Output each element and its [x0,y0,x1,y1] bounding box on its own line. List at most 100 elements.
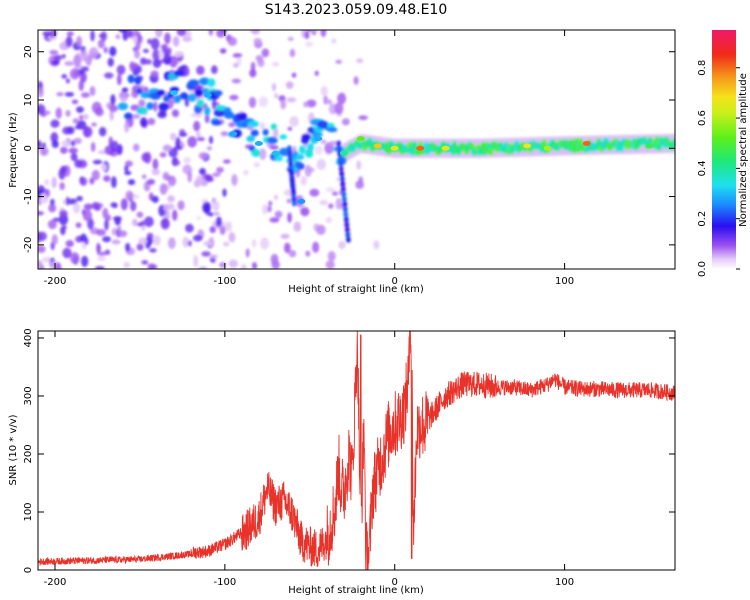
spectrogram-cell [312,241,320,253]
spectrogram-cell [193,120,201,132]
spectrogram-cell [188,93,197,102]
spectrogram-peak [271,150,280,156]
spectrogram-cell [80,50,88,62]
spectrogram-cell [311,132,324,138]
spectrogram-cell [151,195,159,203]
spectrogram-cell [89,46,99,59]
snr-x-tick-label: 0 [392,577,398,588]
spectrogram-cell [115,34,121,40]
spectrogram-cell [231,174,238,186]
spectrogram-cell [285,81,294,89]
spectrogram-cell [171,109,180,118]
spectrogram-cell [271,62,280,67]
spectrogram-cell [325,216,333,224]
spectrogram-cell [147,38,153,45]
snr-y-tick-label: 0 [23,567,34,573]
spectrogram-cell [159,183,168,195]
snr-y-tick-label: 200 [23,444,34,463]
spectrogram-cell [141,152,150,162]
spectrogram-cell [304,30,310,40]
spectrogram-cell [96,242,101,254]
spectrogram-cell [243,169,249,176]
spectrogram-cell [187,240,192,247]
spectrogram-cell [345,231,351,238]
spectrogram-cell [255,54,264,62]
spectrogram-cell [134,76,142,85]
spectrogram-cell [68,198,78,205]
spectrogram-cell [76,106,84,114]
figure-title: S143.2023.059.09.48.E10 [265,2,448,18]
spectrogram-cell [84,125,89,138]
spectrogram-cell [147,263,156,269]
spectrogram-cell [38,211,45,216]
spectrogram-peak [416,145,425,151]
spectrogram-cell [338,165,344,172]
spectrogram-cell [196,136,205,142]
snr-x-tick-label: 100 [555,577,574,588]
spectrogram-cell [72,202,81,214]
spectrogram-cell [319,199,329,206]
snr-y-tick-label: 400 [23,328,34,347]
spectrogram-cell [335,59,343,64]
spectrogram-cell [42,30,52,37]
spectrogram-cell [49,30,58,38]
spectrogram-cell [147,117,156,126]
spectrogram-cell [320,139,327,144]
spectrogram-cell [657,143,663,152]
spectrogram-cell [307,30,313,33]
colorbar-tick-label: 0.6 [697,110,708,126]
spectrogram-peak [339,150,348,156]
spectrogram-peak [356,136,365,142]
spectrogram-cell [138,237,148,245]
spectrogram-cell [136,88,143,94]
spectrogram-cell [214,105,227,111]
spectrogram-cell [342,201,348,208]
spectrogram-cell [203,106,211,116]
spectrogram-cell [198,266,208,269]
spectrogram-cell [253,162,260,168]
spectrogram-cell [249,68,257,78]
spectrogram-cell [160,44,169,51]
spectrogram-cell [103,175,111,182]
spectrogram-frame [37,29,676,270]
spectrogram-cell [216,166,224,173]
spectrogram-cell [127,179,136,186]
colorbar-tick-label: 0.2 [697,211,708,227]
spectrogram-cell [341,196,347,203]
spectrogram-cell [250,30,261,35]
spectrogram-cell [280,233,290,240]
spectrogram-cell [98,126,107,137]
spectrogram-cell [90,142,96,153]
snr-panel: -200 -100 0 100 0 100 200 300 400 Height of stra… [8,328,676,596]
spectrogram-cell [76,195,83,202]
spectrogram-cell [51,60,60,65]
spectrogram-cell [164,32,171,45]
spectrogram-x-tick-label: -200 [44,276,67,287]
spectrogram-cell [66,31,74,36]
spectrogram-cell [81,66,89,72]
spectrogram-cell [104,249,111,255]
spectrogram-cell [271,82,277,92]
spectrogram-cell [206,146,213,151]
spectrogram-cell [207,78,216,88]
spectrogram-cell [237,112,248,121]
spectrogram-peak [169,90,178,96]
spectrogram-cell [48,260,57,269]
spectrogram-cell [162,219,168,227]
spectrogram-cell [65,196,70,206]
spectrogram-cell [80,233,87,243]
spectrogram-cell [143,59,152,65]
spectrogram-cell [251,149,261,157]
spectrogram-cell [274,93,279,99]
spectrogram-cell [337,155,343,162]
spectrogram-cell [140,117,148,127]
spectrogram-cell [194,89,204,97]
spectrogram-cell [117,102,129,111]
spectrogram-cell [60,165,67,174]
spectrogram-peak [582,140,591,146]
spectrogram-cell [201,251,211,257]
spectrogram-cell [358,176,364,185]
spectrogram-x-tick-label: 100 [555,276,574,287]
spectrogram-cell [178,132,188,137]
